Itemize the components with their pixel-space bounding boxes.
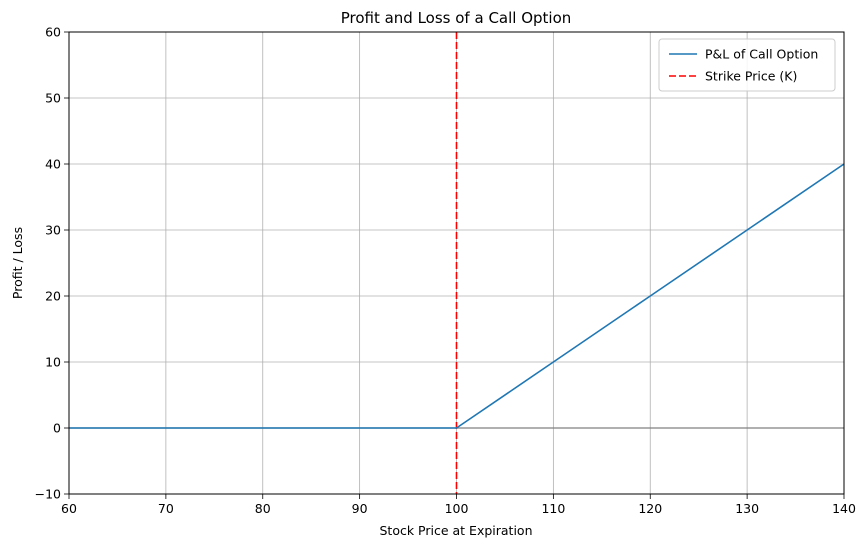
y-tick-label: 30	[45, 223, 61, 238]
y-tick-label: −10	[35, 487, 61, 502]
legend-label: P&L of Call Option	[705, 47, 818, 62]
x-axis: 60 70 80 90 100 110 120 130 140	[61, 494, 856, 516]
x-tick-label: 120	[638, 501, 662, 516]
x-tick-label: 60	[61, 501, 77, 516]
x-tick-label: 90	[352, 501, 368, 516]
series-layer	[69, 163, 845, 429]
legend: P&L of Call Option Strike Price (K)	[658, 38, 836, 92]
y-tick-label: 50	[45, 91, 61, 106]
legend-box	[658, 38, 836, 92]
x-tick-label: 130	[735, 501, 759, 516]
x-tick-label: 80	[255, 501, 271, 516]
y-tick-label: 20	[45, 289, 61, 304]
chart-title: Profit and Loss of a Call Option	[341, 9, 572, 27]
pnl-series-line	[69, 163, 845, 429]
x-tick-label: 70	[158, 501, 174, 516]
x-tick-label: 100	[445, 501, 469, 516]
y-axis-label: Profit / Loss	[10, 227, 25, 299]
y-axis: −10 0 10 20 30 40 50 60	[35, 25, 69, 502]
legend-label: Strike Price (K)	[705, 69, 797, 84]
y-tick-label: 40	[45, 157, 61, 172]
y-tick-label: 60	[45, 25, 61, 40]
x-tick-label: 110	[541, 501, 565, 516]
x-axis-label: Stock Price at Expiration	[379, 523, 532, 538]
y-tick-label: 10	[45, 355, 61, 370]
y-tick-label: 0	[53, 421, 61, 436]
x-tick-label: 140	[832, 501, 856, 516]
